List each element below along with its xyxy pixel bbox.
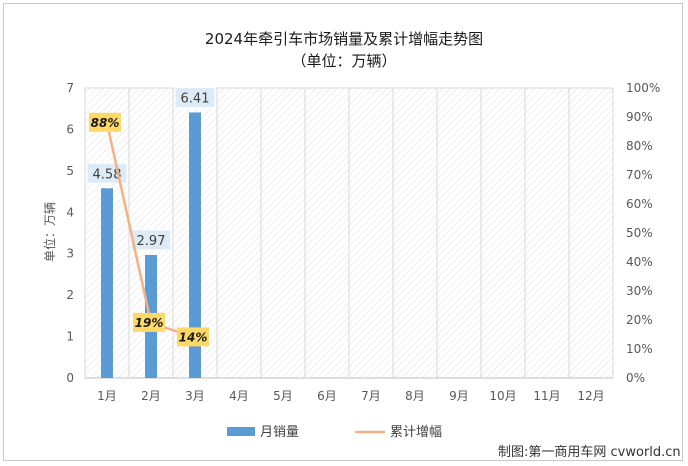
y-tick-label: 0	[66, 371, 74, 385]
plot-area: 012345670%10%20%30%40%50%60%70%80%90%100…	[66, 81, 660, 403]
y-tick-label: 2	[66, 288, 74, 302]
y2-tick-label: 10%	[626, 342, 653, 356]
chart-title: 2024年牵引车市场销量及累计增幅走势图	[205, 30, 483, 48]
y-tick-label: 6	[66, 122, 74, 136]
y-tick-label: 3	[66, 247, 74, 261]
y-tick-label: 4	[66, 205, 74, 219]
y-axis-label: 单位：万辆	[42, 202, 57, 262]
legend-bar-swatch	[227, 427, 255, 436]
y2-tick-label: 60%	[626, 197, 653, 211]
x-tick-label: 1月	[97, 389, 117, 403]
x-tick-label: 8月	[405, 389, 425, 403]
y-tick-label: 1	[66, 330, 74, 344]
line-data-label: 19%	[135, 316, 164, 330]
bar-data-label-box	[130, 229, 172, 251]
bar-data-label: 2.97	[137, 234, 166, 249]
y2-tick-label: 30%	[626, 284, 653, 298]
y2-tick-label: 20%	[626, 313, 653, 327]
y-tick-label: 5	[66, 164, 74, 178]
line-data-label-box	[177, 327, 209, 347]
bar	[189, 112, 201, 378]
y-tick-label: 7	[66, 81, 74, 95]
y2-tick-label: 100%	[626, 81, 660, 95]
x-tick-label: 9月	[449, 389, 469, 403]
line-data-label-box	[133, 312, 165, 332]
x-tick-label: 3月	[185, 389, 205, 403]
x-tick-label: 11月	[533, 389, 560, 403]
line-data-label-box	[89, 112, 121, 132]
y2-tick-label: 40%	[626, 255, 653, 269]
bar-data-label: 6.41	[181, 91, 210, 106]
x-tick-label: 12月	[577, 389, 604, 403]
x-tick-label: 10月	[489, 389, 516, 403]
chart: 2024年牵引车市场销量及累计增幅走势图 （单位：万辆） 单位：万辆 0 1 2 3 4…	[42, 30, 681, 460]
y2-tick-label: 70%	[626, 168, 653, 182]
bar-data-label-box	[174, 86, 216, 108]
x-tick-label: 6月	[317, 389, 337, 403]
watermark: 制图:第一商用车网 cvworld.cn	[498, 444, 681, 460]
legend-bar-label: 月销量	[260, 425, 299, 440]
bar-data-label: 4.58	[93, 167, 122, 182]
chart-frame: 2024年牵引车市场销量及累计增幅走势图 （单位：万辆） 单位：万辆 0 1 2 3 4…	[3, 3, 683, 461]
y2-tick-label: 50%	[626, 226, 653, 240]
x-tick-label: 4月	[229, 389, 249, 403]
chart-subtitle: （单位：万辆）	[291, 52, 396, 70]
y2-tick-label: 0%	[626, 371, 645, 385]
y2-tick-label: 90%	[626, 110, 653, 124]
legend: 月销量 累计增幅	[227, 425, 442, 440]
y2-tick-label: 80%	[626, 139, 653, 153]
x-tick-label: 7月	[361, 389, 381, 403]
x-tick-label: 5月	[273, 389, 293, 403]
legend-line-label: 累计增幅	[390, 425, 442, 440]
bar	[101, 188, 113, 378]
line-data-label: 88%	[91, 116, 120, 130]
line-data-label: 14%	[179, 330, 208, 344]
x-tick-label: 2月	[141, 389, 161, 403]
